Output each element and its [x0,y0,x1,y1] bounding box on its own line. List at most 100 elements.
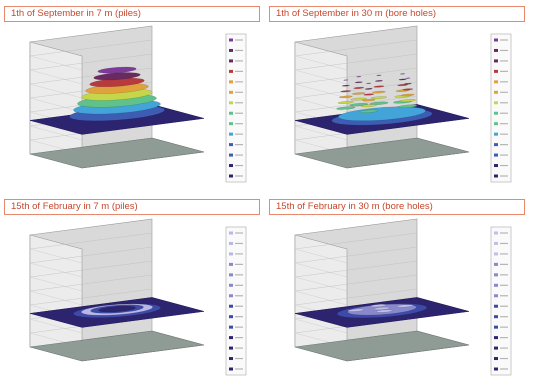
legend-swatch [229,143,233,147]
axis-edge [416,330,470,346]
legend-swatch [494,325,498,329]
surface-peak [364,88,373,90]
axis-edge [81,151,205,169]
gridline [29,274,153,292]
surface-peak [369,101,389,106]
legend-swatch [229,252,233,256]
surface-dot [373,306,391,311]
gridline [29,288,153,306]
gridline [294,69,348,85]
legend-swatch [229,304,233,308]
surface-layer [338,106,426,122]
axis-edge [346,151,470,169]
gridline [29,248,83,264]
legend-swatch [494,262,498,266]
surface-peak [354,81,363,84]
legend-box [490,33,512,183]
gridline [294,97,348,113]
surface-layer [93,72,141,81]
gridline [29,232,153,250]
legend-swatch [494,315,498,319]
legend-swatch [494,69,498,73]
surface-peak [360,104,377,108]
gridline [294,125,348,141]
gridline [29,262,83,278]
surface-peak [370,96,388,100]
gridline [29,125,83,141]
surface-peak [336,106,356,110]
gridline [294,262,348,278]
chart-title-box: 1th of September in 30 m (bore holes) [269,6,525,22]
surface-peak [356,76,362,78]
gridline [29,83,83,99]
legend-swatch [494,294,498,298]
legend-swatch [494,346,498,350]
legend-swatch [494,231,498,235]
legend-swatch [494,111,498,115]
surface-peak [361,98,376,102]
gridline [294,274,418,292]
legend-swatch [494,283,498,287]
gridline [29,39,153,57]
legend-swatch [494,122,498,126]
gridline [294,232,418,250]
gridline [294,260,418,278]
surface-peak [404,77,411,79]
surface-peak [400,73,406,75]
chart-panel-3: 15th of February in 7 m (piles) [2,195,264,383]
surface-peak [339,95,353,99]
legend-swatch [494,304,498,308]
legend-swatch [494,367,498,371]
gridline [29,69,83,85]
legend-swatch [494,164,498,168]
axis-edge [151,330,205,346]
gridline [294,290,348,306]
legend-swatch [229,174,233,178]
legend-swatch [494,252,498,256]
surface-peak [353,86,365,89]
legend-swatch [229,336,233,340]
legend-swatch [494,101,498,105]
surface-peak [376,74,382,76]
axis-edge [416,137,470,153]
surface-dot [347,308,365,312]
legend-swatch [494,59,498,63]
legend-box [225,226,247,376]
surface-dot [376,309,393,313]
gridline [29,260,153,278]
chart-panel-2: 1th of September in 30 m (bore holes) [267,2,529,190]
legend-swatch [229,241,233,245]
legend-swatch [229,294,233,298]
gridline [29,55,83,71]
surface-peak [403,83,412,85]
gridline [294,248,348,264]
chart-title-box: 15th of February in 30 m (bore holes) [269,199,525,215]
chart-panel-1: 1th of September in 7 m (piles) [2,2,264,190]
surface-peak [373,85,385,88]
surface-peak [359,109,379,114]
chart-title: 1th of September in 30 m (bore holes) [276,8,437,19]
legend-swatch [229,283,233,287]
legend-swatch [229,101,233,105]
legend-swatch [229,132,233,136]
chart-title: 1th of September in 7 m (piles) [11,8,141,19]
legend-swatch [229,357,233,361]
surface-peak [341,84,350,87]
gridline [294,83,348,99]
surface-dot [396,304,414,308]
legend-swatch [494,80,498,84]
legend-swatch [229,48,233,52]
surface-peak [343,79,349,81]
surface-plot-2 [294,25,512,183]
surface-plot-1 [29,25,247,183]
legend-swatch [229,164,233,168]
surface-layer [97,66,137,74]
axis-edge [81,344,205,362]
chart-title: 15th of February in 7 m (piles) [11,201,138,212]
surface-plot-4 [294,218,512,376]
legend-swatch [229,153,233,157]
surface-peak [340,90,352,93]
surface-peak [401,93,415,97]
legend-swatch [494,132,498,136]
gridline [294,67,418,85]
